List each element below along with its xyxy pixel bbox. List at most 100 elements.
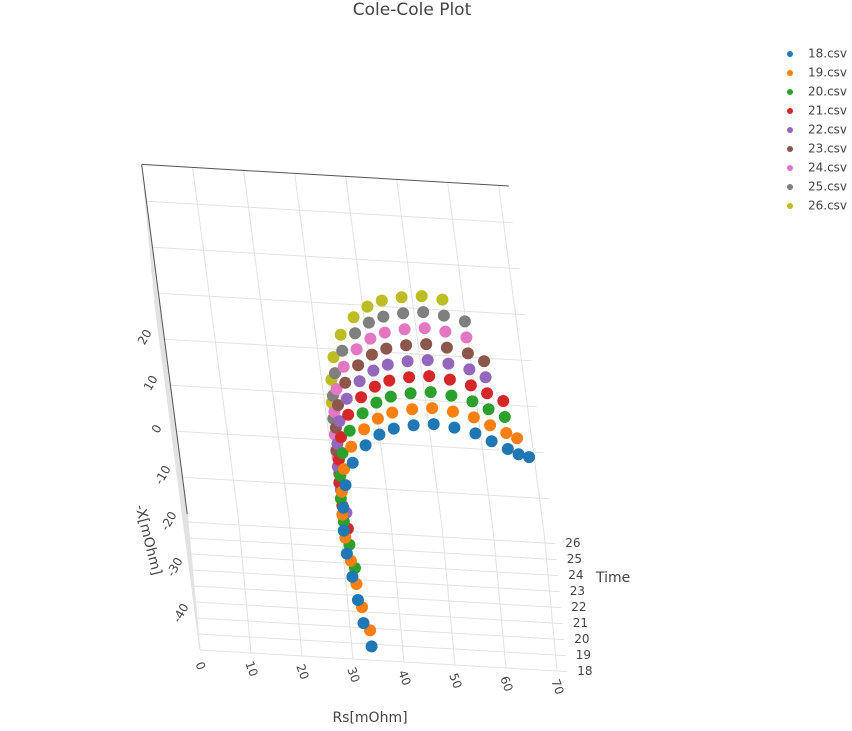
x-tick-label: 60 bbox=[497, 674, 515, 693]
data-point bbox=[350, 343, 363, 356]
data-point bbox=[340, 547, 353, 560]
legend-marker bbox=[787, 51, 793, 57]
data-point bbox=[421, 354, 434, 367]
data-point bbox=[349, 327, 362, 340]
data-point bbox=[395, 291, 408, 304]
data-point bbox=[357, 617, 370, 630]
legend-label: 22.csv bbox=[808, 123, 847, 137]
y-tick-label: -20 bbox=[158, 509, 180, 533]
data-point bbox=[481, 387, 494, 400]
grid-line bbox=[195, 601, 563, 625]
grid-line bbox=[193, 585, 562, 609]
z-tick-label: 26 bbox=[565, 536, 580, 550]
data-point bbox=[381, 358, 394, 371]
data-point bbox=[368, 380, 381, 393]
x-tick-label: 20 bbox=[293, 662, 311, 681]
data-point bbox=[371, 412, 384, 425]
data-point bbox=[356, 407, 369, 420]
grid-line bbox=[199, 649, 568, 673]
legend-marker bbox=[787, 70, 793, 76]
legend-marker bbox=[787, 127, 793, 133]
grid-line bbox=[189, 537, 557, 561]
data-point bbox=[330, 383, 343, 396]
grid-line bbox=[144, 204, 192, 555]
data-point bbox=[398, 323, 411, 336]
z-tick-label: 20 bbox=[574, 632, 589, 646]
data-point bbox=[500, 427, 513, 439]
data-point bbox=[442, 357, 455, 370]
data-point bbox=[377, 310, 390, 323]
z-tick-label: 24 bbox=[568, 568, 583, 582]
grid-line bbox=[182, 476, 550, 500]
data-point bbox=[397, 307, 410, 320]
data-point bbox=[423, 370, 436, 383]
grid-line bbox=[441, 528, 456, 666]
data-point bbox=[401, 355, 414, 368]
data-point bbox=[415, 290, 428, 303]
data-point bbox=[485, 435, 498, 448]
y-tick-label: -40 bbox=[170, 601, 192, 625]
grid-line bbox=[237, 516, 252, 654]
data-point bbox=[332, 399, 344, 412]
data-point bbox=[478, 355, 491, 368]
z-tick-label: 21 bbox=[573, 616, 588, 630]
data-point bbox=[387, 422, 400, 435]
data-point bbox=[333, 415, 346, 428]
data-point bbox=[339, 479, 352, 492]
data-point bbox=[365, 348, 378, 361]
grid-line bbox=[158, 292, 526, 316]
legend-marker bbox=[787, 89, 793, 95]
chart-title: Cole-Cole Plot bbox=[353, 0, 472, 20]
legend-label: 23.csv bbox=[808, 142, 847, 156]
data-point bbox=[378, 326, 391, 339]
data-point bbox=[384, 390, 397, 403]
x-tick-label: 50 bbox=[446, 671, 464, 690]
grid-line bbox=[288, 519, 303, 657]
data-point bbox=[383, 374, 396, 387]
axis-edge bbox=[141, 163, 509, 187]
data-point bbox=[355, 391, 368, 404]
data-point bbox=[364, 332, 377, 345]
data-point bbox=[446, 405, 459, 418]
data-point bbox=[406, 403, 419, 416]
legend-marker bbox=[787, 203, 793, 209]
data-point bbox=[420, 338, 433, 351]
data-point bbox=[458, 315, 471, 328]
data-point bbox=[498, 411, 511, 423]
data-point bbox=[445, 389, 458, 402]
data-point bbox=[464, 379, 477, 392]
data-point bbox=[436, 293, 449, 306]
data-point bbox=[365, 640, 378, 653]
y-tick-label: 0 bbox=[149, 422, 165, 436]
data-point bbox=[345, 440, 358, 453]
legend-label: 26.csv bbox=[808, 199, 847, 213]
data-point bbox=[437, 309, 450, 322]
data-point bbox=[373, 428, 386, 441]
data-point bbox=[380, 342, 393, 355]
data-point bbox=[482, 403, 495, 416]
legend-marker bbox=[787, 108, 793, 114]
data-point bbox=[352, 359, 365, 372]
data-point bbox=[484, 419, 497, 432]
x-tick-label: 30 bbox=[344, 665, 362, 684]
z-axis-title: Time bbox=[595, 570, 630, 586]
data-point bbox=[467, 411, 480, 424]
z-tick-label: 18 bbox=[577, 664, 592, 678]
data-point bbox=[479, 371, 492, 384]
data-point bbox=[327, 351, 340, 364]
z-tick-label: 23 bbox=[570, 584, 585, 598]
data-point bbox=[337, 501, 350, 514]
y-tick-label: -30 bbox=[164, 555, 186, 579]
data-point bbox=[461, 347, 474, 360]
grid-line bbox=[187, 521, 556, 545]
data-point bbox=[403, 371, 416, 384]
grid-line bbox=[153, 300, 201, 651]
data-point bbox=[469, 427, 482, 440]
x-tick-label: 40 bbox=[395, 668, 413, 687]
grid-line bbox=[152, 246, 520, 270]
data-point bbox=[358, 423, 371, 436]
grid-line bbox=[198, 633, 566, 657]
data-point bbox=[347, 311, 360, 324]
axis-edge bbox=[141, 164, 188, 515]
grid-line bbox=[152, 284, 199, 635]
